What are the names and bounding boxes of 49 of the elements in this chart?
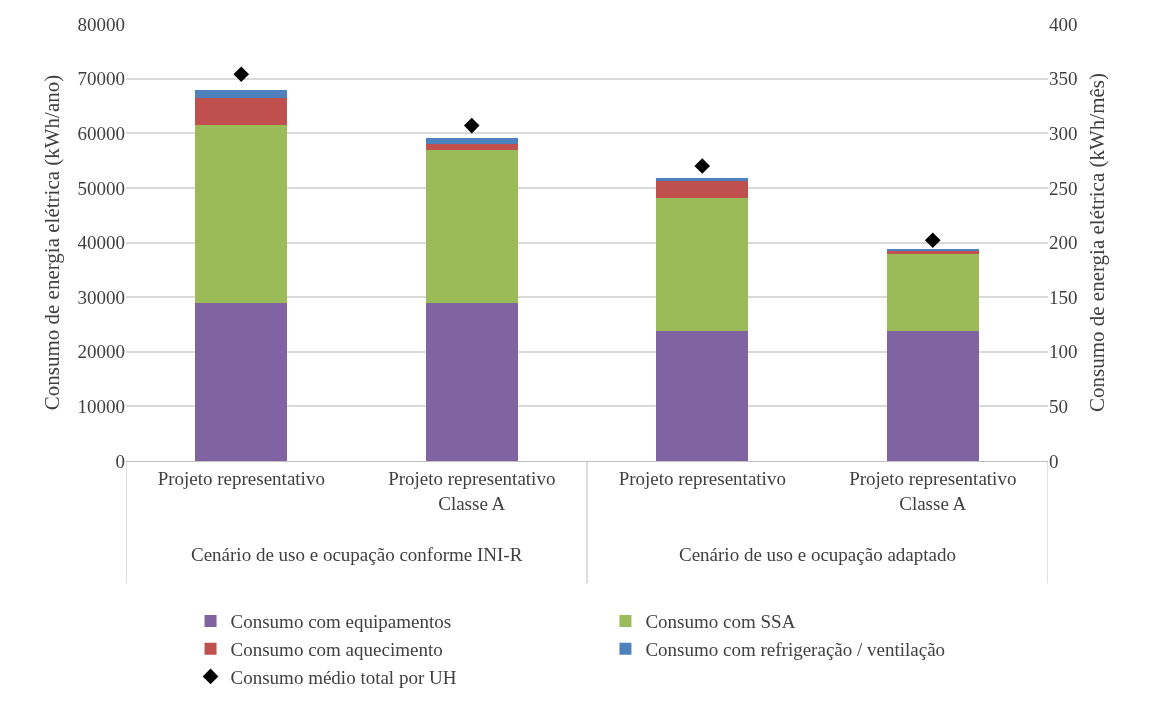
y-tick-label: 70000 — [77, 68, 125, 90]
bar — [886, 253, 979, 331]
bar — [425, 138, 518, 145]
point — [233, 66, 250, 83]
text: Cenário de uso e ocupação conforme INI-R — [191, 544, 523, 565]
y2-tick-label: 250 — [1049, 177, 1078, 199]
y-tick-label: 60000 — [77, 122, 125, 144]
bar — [195, 303, 288, 461]
y2-tick-label: 200 — [1049, 232, 1078, 254]
y2-tick-label: 400 — [1049, 13, 1078, 35]
bar — [886, 330, 979, 461]
bar — [195, 125, 288, 304]
y-axis-title: Consumo de energia elétrica (kWh/ano) — [39, 74, 64, 411]
bar — [425, 144, 518, 150]
y-tick-label: 20000 — [77, 341, 125, 363]
point — [694, 158, 711, 174]
x-tick-label: Projeto representativo Classe A — [849, 467, 1017, 514]
bar — [656, 330, 749, 461]
y-tick-label: 0 — [115, 450, 125, 472]
y2-tick-label: 50 — [1049, 396, 1068, 418]
point — [463, 117, 480, 134]
y-tick-label: 10000 — [77, 396, 125, 418]
legend-label: Consumo com SSA — [645, 611, 796, 633]
y2-tick-label: 0 — [1049, 450, 1059, 472]
y-tick-label: 50000 — [77, 177, 125, 199]
legend-label: Consumo com refrigeração / ventilação — [645, 639, 946, 661]
y2-tick-label: 350 — [1049, 68, 1078, 90]
x-tick-label: Projeto representativo Classe A — [388, 467, 556, 514]
bar — [195, 89, 288, 98]
text: Cenário de uso e ocupação adaptado — [679, 544, 956, 565]
bar — [656, 180, 749, 198]
y2-tick-label: 100 — [1049, 341, 1078, 363]
bar — [425, 149, 518, 304]
y2-tick-label: 300 — [1049, 122, 1078, 144]
y2-tick-label: 150 — [1049, 286, 1078, 308]
legend-label: Consumo médio total por UH — [230, 666, 457, 688]
legend-label: Consumo com aquecimento — [230, 639, 443, 661]
x-tick-label: Projeto representativo — [157, 467, 325, 489]
y-tick-label: 40000 — [77, 232, 125, 254]
y-tick-label: 30000 — [77, 286, 125, 308]
y2-axis-title: Consumo de energia elétrica (kWh/mês) — [1084, 73, 1109, 412]
bar — [656, 197, 749, 331]
x-tick-label: Projeto representativo — [618, 467, 786, 489]
y-tick-label: 80000 — [77, 13, 125, 35]
point — [924, 232, 941, 249]
bar — [195, 97, 288, 126]
bar — [656, 178, 749, 181]
bar — [425, 303, 518, 461]
legend-label: Consumo com equipamentos — [230, 611, 452, 633]
